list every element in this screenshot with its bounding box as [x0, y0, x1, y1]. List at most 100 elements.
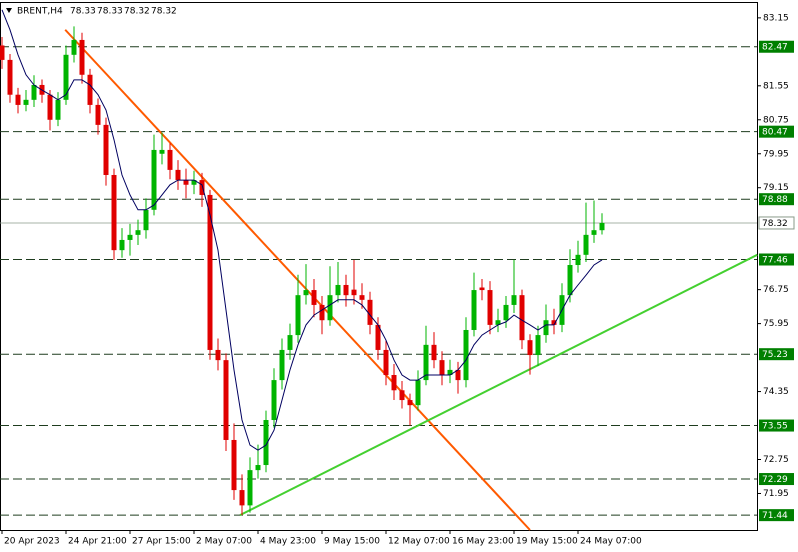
- y-tick-label: 71.95: [763, 489, 789, 499]
- y-tick-label: 81.55: [763, 81, 789, 91]
- candle-body: [55, 99, 61, 120]
- candle-body: [399, 390, 405, 401]
- candle-body: [167, 149, 173, 170]
- level-label: 75.23: [762, 350, 788, 360]
- candle-body: [95, 104, 101, 125]
- candle-body: [583, 234, 589, 255]
- x-tick-label: 27 Apr 15:00: [132, 537, 191, 547]
- moving-average: [1, 9, 603, 451]
- candle-body: [31, 84, 37, 100]
- x-tick-label: 24 May 07:00: [580, 537, 642, 547]
- last-price-label: 78.32: [762, 219, 788, 229]
- candle-body: [463, 329, 469, 381]
- candle-body: [191, 180, 197, 185]
- level-label: 73.55: [762, 422, 788, 432]
- candle-body: [127, 234, 133, 240]
- y-tick-label: 80.75: [763, 115, 789, 125]
- symbol: BRENT,H4: [17, 7, 63, 17]
- plot-frame: [0, 2, 758, 531]
- header-value: 78.32: [151, 7, 177, 17]
- level-label: 80.47: [762, 128, 788, 138]
- candle-body: [327, 295, 333, 321]
- candle-body: [207, 194, 213, 350]
- candle-body: [455, 369, 461, 381]
- menu-arrow: [6, 8, 12, 13]
- level-label: 72.29: [762, 475, 788, 485]
- candle-body: [527, 340, 533, 356]
- candle-body: [87, 74, 93, 105]
- candle-body: [495, 320, 501, 325]
- candle-body: [383, 349, 389, 375]
- y-tick-label: 79.95: [763, 149, 789, 159]
- candle-body: [447, 369, 453, 375]
- level-label-box: [759, 40, 794, 53]
- candle-body: [407, 400, 413, 406]
- y-tick-label: 75.95: [763, 319, 789, 329]
- candle-body: [439, 360, 445, 375]
- candle-body: [239, 490, 245, 506]
- candle-body: [295, 295, 301, 336]
- candle-body: [47, 94, 53, 120]
- level-label-box: [759, 509, 794, 522]
- x-tick-label: 20 Apr 2023: [4, 537, 60, 547]
- candle-body: [279, 349, 285, 381]
- x-tick-label: 12 May 07:00: [388, 537, 450, 547]
- candle-body: [0, 45, 5, 60]
- candle-body: [63, 54, 69, 100]
- level-label: 77.46: [762, 255, 788, 265]
- level-label-box: [759, 253, 794, 266]
- candle-body: [303, 290, 309, 296]
- level-label-box: [759, 125, 794, 138]
- candle-body: [543, 320, 549, 336]
- candle-body: [199, 180, 205, 195]
- candle-body: [551, 320, 557, 325]
- y-tick-label: 74.35: [763, 387, 789, 397]
- y-tick-label: 72.75: [763, 455, 789, 465]
- x-tick-label: 9 May 15:00: [324, 537, 380, 547]
- level-label: 82.47: [762, 43, 788, 53]
- candle-body: [263, 420, 269, 466]
- candle-body: [343, 284, 349, 296]
- candle-body: [175, 169, 181, 181]
- last-price-box: [758, 216, 795, 230]
- candle-body: [591, 230, 597, 235]
- candle-body: [215, 349, 221, 361]
- candle-body: [367, 299, 373, 325]
- candle-body: [519, 295, 525, 341]
- candle-body: [567, 265, 573, 296]
- y-tick-label: 76.75: [763, 285, 789, 295]
- level-label: 71.44: [762, 511, 788, 521]
- candle-body: [15, 94, 21, 105]
- level-label-box: [759, 419, 794, 432]
- candle-body: [311, 290, 317, 305]
- candle-body: [7, 59, 13, 95]
- candle-body: [335, 284, 341, 296]
- y-tick-label: 79.15: [763, 183, 789, 193]
- candle-body: [271, 380, 277, 421]
- candle-body: [471, 290, 477, 330]
- x-tick-label: 24 Apr 21:00: [68, 537, 127, 547]
- candle-body: [223, 360, 229, 440]
- candle-body: [535, 335, 541, 356]
- candle-body: [23, 99, 29, 105]
- level-label-box: [759, 193, 794, 206]
- candle-body: [359, 295, 365, 300]
- candle-body: [183, 180, 189, 185]
- candle-body: [159, 149, 165, 154]
- candle-body: [287, 335, 293, 350]
- candle-body: [511, 295, 517, 305]
- candle-body: [431, 344, 437, 361]
- candle-body: [479, 287, 485, 291]
- candle-body: [119, 239, 125, 251]
- candle-body: [71, 39, 77, 55]
- x-tick-label: 19 May 15:00: [516, 537, 578, 547]
- trendline: [239, 253, 758, 517]
- candle-body: [599, 222, 605, 231]
- candle-body: [255, 465, 261, 471]
- candle-body: [231, 439, 237, 491]
- candle-body: [391, 375, 397, 391]
- candle-body: [415, 380, 421, 406]
- candle-body: [103, 124, 109, 175]
- level-label-box: [759, 348, 794, 361]
- candle-body: [575, 254, 581, 266]
